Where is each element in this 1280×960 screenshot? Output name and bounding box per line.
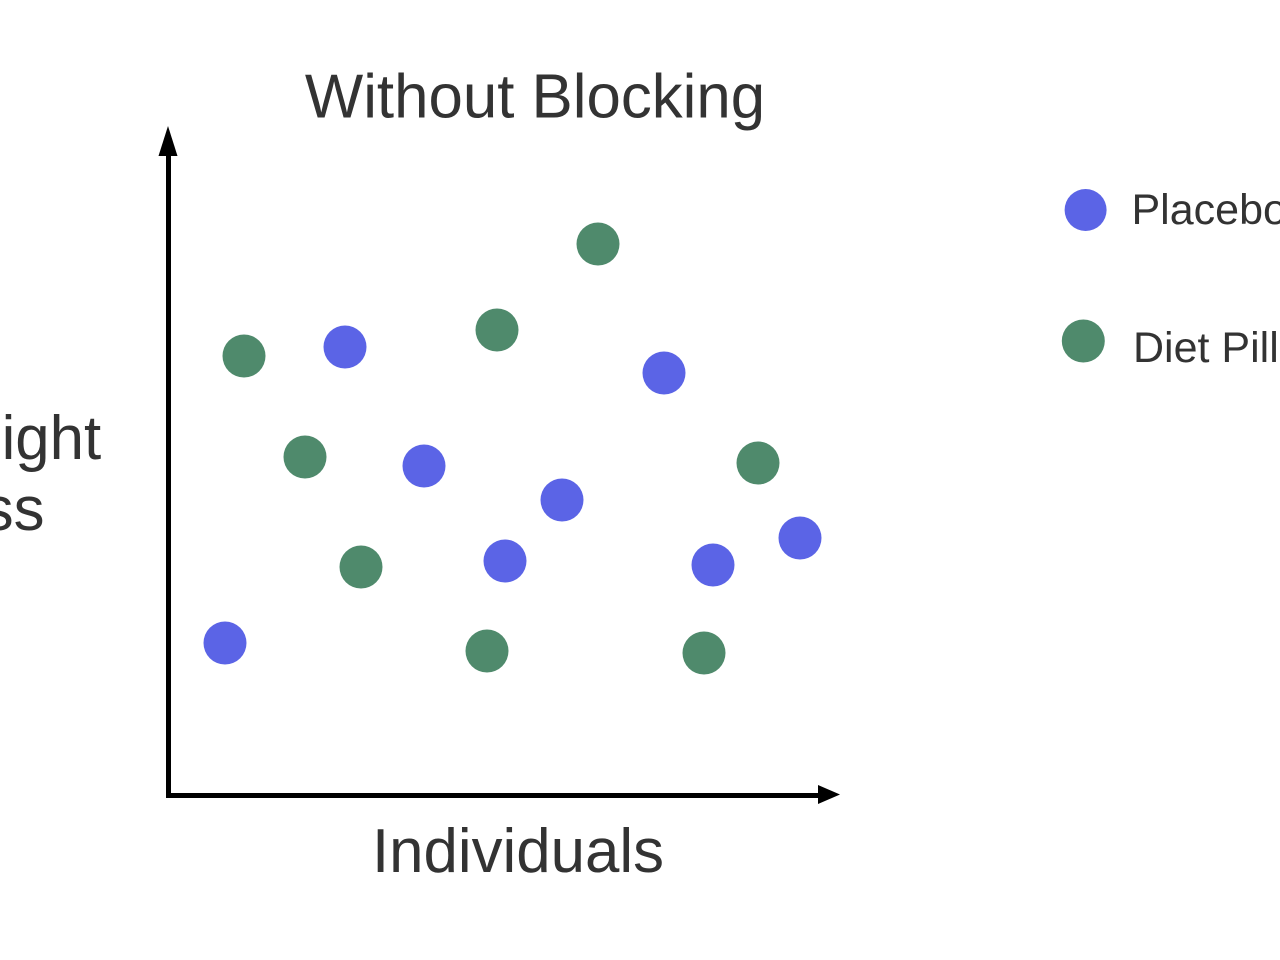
svg-text:Without Blocking: Without Blocking <box>305 63 765 132</box>
svg-text:Diet Pills: Diet Pills <box>1133 324 1280 372</box>
svg-text:Placebo: Placebo <box>1132 186 1280 234</box>
svg-text:Individuals: Individuals <box>372 817 664 886</box>
svg-text:Loss: Loss <box>0 475 45 544</box>
svg-text:Weight: Weight <box>0 404 101 473</box>
